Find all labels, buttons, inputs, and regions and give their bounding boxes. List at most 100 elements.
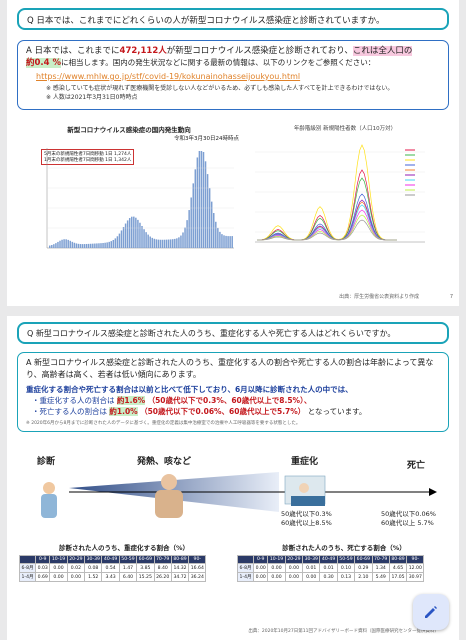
table-cell: 3.85 [136, 563, 155, 573]
table-row: 1-4月 0.00 0.00 0.00 0.00 0.30 0.13 2.10 5.49 17.0… [236, 572, 425, 582]
legend-line-2: 1月末の新規陽性者7日間移動 1日 1,342人 [44, 158, 132, 163]
table-cell: 1.52 [84, 572, 103, 582]
source-1: 出典：厚生労働省公表資料より作成 [339, 294, 419, 300]
severity-flow-diagram: 診断 発熱、咳など 重症化 死亡 50歳代以下0.3% 60歳代以上8.5 [19, 448, 447, 534]
chart-bar [57, 241, 59, 248]
chart-line [257, 219, 397, 241]
table-cell: 0.03 [35, 563, 51, 573]
chart-bar [172, 239, 174, 248]
table-cell: 0.13 [336, 572, 356, 582]
table-cell: 1-4月 [18, 572, 37, 582]
table-cell: 0.00 [66, 572, 86, 582]
death-tail: となっています。 [307, 407, 367, 416]
chart-right-title: 年齢階級別 新規陽性者数（人口10万対） [293, 126, 397, 132]
chart-bar [223, 235, 225, 248]
chart-bar [87, 243, 90, 248]
chart-bar [116, 236, 119, 248]
flow-symptom-label: 発熱、咳など [137, 457, 192, 467]
chart-bar [153, 238, 156, 248]
chart-bar [131, 216, 133, 248]
note-1: ※ 感染していても症状が現れず医療機関を受診しない人などがいるため、必ずしも感染… [46, 85, 394, 92]
table-row: 6-8月 0.03 0.00 0.02 0.08 0.54 1.47 3.85 8.40 14.3… [18, 563, 207, 573]
table-cell: 0.00 [253, 572, 269, 582]
table-header-cell: 50-59 [118, 555, 138, 564]
mhlw-link[interactable]: https://www.mhlw.go.jp/stf/covid-19/koku… [36, 72, 301, 81]
chart-bar [165, 239, 168, 248]
chart-bar [180, 235, 182, 248]
chart-bar [186, 220, 188, 248]
chart-bar [65, 239, 67, 248]
bullet-severe-label: ・重症化する人の割合は [32, 396, 115, 405]
chart-line [257, 199, 397, 241]
chart-bar [149, 236, 151, 248]
chart-bar [221, 234, 223, 248]
flow-death-label: 死亡 [407, 461, 426, 471]
severe-table-block: 診断された人のうち、重症化する割合（%） 0-9 10-19 20-29 30-39 4… [18, 542, 229, 582]
chart-bar [155, 239, 158, 248]
table-cell: 3.43 [101, 572, 120, 582]
chart-bar [202, 152, 205, 248]
table-cell: 0.01 [319, 563, 338, 573]
chart-bar [141, 225, 143, 248]
table-cell: 5.49 [371, 572, 390, 582]
chart-line [256, 169, 397, 241]
case-count: 472,112人 [119, 46, 167, 56]
death-rates-text: 50歳代以下0.06% 60歳代以上 5.7% [381, 510, 436, 528]
table-cell: 0.08 [84, 563, 103, 573]
table-row: 6-8月 0.00 0.00 0.00 0.01 0.01 0.10 0.29 1.34 4.65… [236, 563, 425, 573]
chart-bar [139, 222, 141, 248]
chart-bar [145, 232, 147, 248]
legend-line-1: 5月末の新規陽性者7日間移動 1日 1,274人 [44, 152, 132, 157]
chart-bar [163, 239, 166, 248]
chart-bar [98, 243, 100, 248]
bullet-death: ・死亡する人の割合は 約1.0% （50歳代以下で0.06%、60歳代以上で5.… [32, 406, 440, 417]
edit-button[interactable] [413, 594, 449, 630]
table-header-cell: 10-19 [49, 555, 68, 564]
table-cell: 6-8月 [18, 563, 37, 573]
table-header-cell: 80-89 [388, 555, 408, 564]
table-cell: 0.00 [302, 572, 321, 582]
death-rate: 約1.0% [109, 407, 138, 416]
chart-bar [67, 239, 69, 248]
table-header-cell: 70-79 [371, 555, 390, 564]
severe-rate-old: 60歳代以上8.5% [281, 519, 332, 527]
chart-bar [55, 243, 57, 248]
chart-bar [206, 174, 209, 248]
table-cell: 36.24 [188, 572, 207, 582]
page-number: 7 [449, 294, 453, 300]
chart-bar [213, 213, 215, 248]
table-cell: 1.34 [371, 563, 390, 573]
death-rate-young: 50歳代以下0.06% [381, 510, 436, 518]
chart-bar [102, 242, 104, 248]
question-box-1: Q 日本では、これまでにどれくらいの人が新型コロナウイルス感染症と診断されていま… [17, 8, 449, 30]
chart-bar [85, 243, 88, 248]
answer-text-2: A 新型コロナウイルス感染症と診断された人のうち、重症化する人の割合や死亡する人… [26, 358, 434, 379]
chart-bar [229, 236, 231, 248]
chart-line [257, 204, 397, 241]
chart-bar [77, 243, 80, 248]
chart-bar [208, 188, 211, 248]
chart-bar [178, 237, 180, 248]
chart-bar [147, 234, 149, 248]
table-header-cell: 40-49 [101, 555, 120, 564]
table-cell: 0.29 [354, 563, 373, 573]
chart-left-date: 令和3年3月30日24時時点 [174, 136, 239, 142]
table-cell: 0.00 [253, 563, 269, 573]
table-cell: 26.20 [153, 572, 172, 582]
chart-bar [128, 218, 131, 248]
table-header-cell: 40-49 [319, 555, 338, 564]
table-header-cell: 60-69 [136, 555, 155, 564]
chart-bar [51, 244, 53, 248]
severe-rates-text: 50歳代以下0.3% 60歳代以上8.5% [281, 510, 332, 528]
source-2: 出典：2020年10月27日第11回アドバイザリーボード資料（国際医療研究センタ… [248, 629, 439, 634]
chart-bar [174, 238, 176, 248]
chart-bar [108, 241, 110, 248]
chart-bar [53, 244, 55, 248]
table-header-row: 0-9 10-19 20-29 30-39 40-49 50-59 60-69 70-79 80… [18, 555, 207, 564]
table-cell: 0.00 [267, 572, 286, 582]
chart-bar [167, 239, 170, 248]
table-header-cell: 70-79 [153, 555, 172, 564]
chart-bar [100, 243, 102, 248]
table-header-cell: 30-39 [302, 555, 321, 564]
chart-bar [96, 243, 98, 248]
